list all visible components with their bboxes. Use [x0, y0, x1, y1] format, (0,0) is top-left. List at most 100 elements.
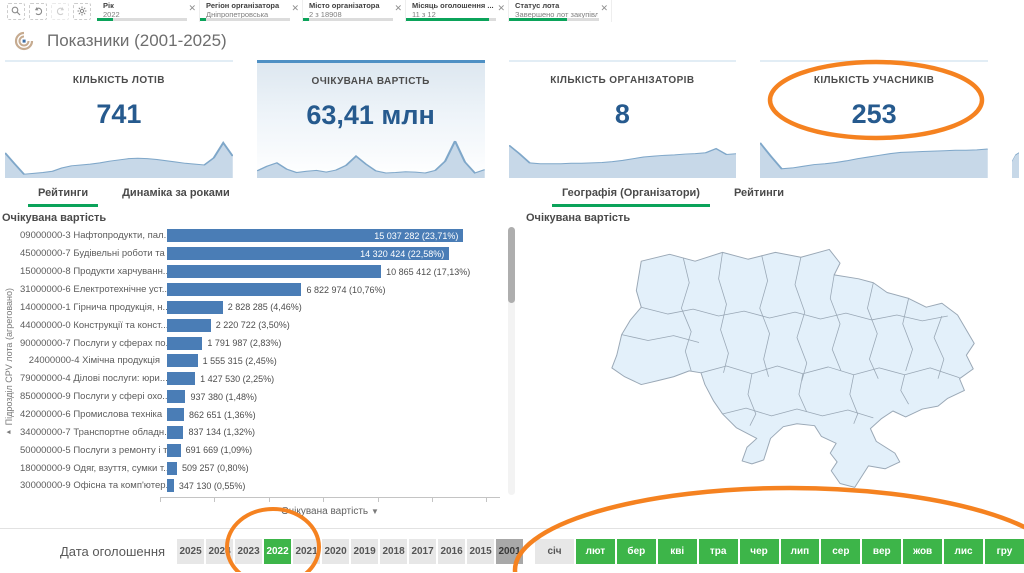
month-button-сер[interactable]: сер	[821, 539, 860, 564]
close-icon[interactable]: ✕	[188, 4, 196, 13]
filter-chip[interactable]: Місто організатора2 з 18908✕	[303, 0, 406, 22]
bar[interactable]	[167, 462, 177, 475]
bar-row[interactable]: 90000000-7 Послуги у сферах по...1 791 9…	[20, 334, 500, 352]
bar-value-label: 937 380 (1,48%)	[190, 392, 257, 402]
month-button-лип[interactable]: лип	[781, 539, 820, 564]
year-button-2019[interactable]: 2019	[351, 539, 378, 564]
month-button-лис[interactable]: лис	[944, 539, 983, 564]
kpi-card[interactable]: ОЧІКУВАНА ВАРТІСТЬ63,41 млн	[257, 60, 485, 178]
close-icon[interactable]: ✕	[394, 4, 402, 13]
filter-progress-track	[303, 18, 393, 21]
tab-рейтинги[interactable]: Рейтинги	[724, 183, 794, 207]
undo-button[interactable]	[29, 3, 47, 20]
filter-chip[interactable]: Рік2022✕	[97, 0, 200, 22]
month-button-жов[interactable]: жов	[903, 539, 942, 564]
filter-chip[interactable]: Статус лотаЗавершено лот закупівлі✕	[509, 0, 612, 22]
bar-row[interactable]: 79000000-4 Ділові послуги: юри...1 427 5…	[20, 370, 500, 388]
bar-track: 1 791 987 (2,83%)	[167, 337, 500, 350]
bar[interactable]	[167, 301, 223, 314]
bar[interactable]	[167, 390, 185, 403]
bar-row[interactable]: 09000000-3 Нафтопродукти, пал...15 037 2…	[20, 227, 500, 245]
bar[interactable]: 14 320 424 (22,58%)	[167, 247, 449, 260]
month-button-тра[interactable]: тра	[699, 539, 738, 564]
year-button-2018[interactable]: 2018	[380, 539, 407, 564]
bar-row[interactable]: 31000000-6 Електротехнічне уст...6 822 9…	[20, 281, 500, 299]
bar[interactable]	[167, 265, 381, 278]
month-button-чер[interactable]: чер	[740, 539, 779, 564]
bar-category-label: 79000000-4 Ділові послуги: юри...	[20, 373, 167, 384]
x-axis-measure-selector[interactable]: Очікувана вартість ▼	[160, 506, 500, 517]
bar-row[interactable]: 44000000-0 Конструкції та конст...2 220 …	[20, 316, 500, 334]
bar-row[interactable]: 18000000-9 Одяг, взуття, сумки т...509 2…	[20, 459, 500, 477]
year-button-2017[interactable]: 2017	[409, 539, 436, 564]
year-button-2025[interactable]: 2025	[177, 539, 204, 564]
filter-chip[interactable]: Місяць оголошення ...11 з 12✕	[406, 0, 509, 22]
smart-search-button[interactable]	[7, 3, 25, 20]
bar-category-label: 30000000-9 Офісна та комп'ютер...	[20, 480, 167, 491]
bar-row[interactable]: 34000000-7 Транспортне обладн...837 134 …	[20, 423, 500, 441]
bar[interactable]	[167, 283, 301, 296]
tab-рейтинги[interactable]: Рейтинги	[28, 183, 98, 207]
year-button-2020[interactable]: 2020	[322, 539, 349, 564]
year-button-2016[interactable]: 2016	[438, 539, 465, 564]
kpi-card[interactable]: КІЛЬКІСТЬ УЧАСНИКІВ253	[760, 60, 988, 178]
bar[interactable]	[167, 444, 181, 457]
scrollbar-thumb[interactable]	[508, 227, 515, 303]
bar-value-label: 509 257 (0,80%)	[182, 463, 249, 473]
bar-row[interactable]: 24000000-4 Хімічна продукція1 555 315 (2…	[20, 352, 500, 370]
year-button-2024[interactable]: 2024	[206, 539, 233, 564]
bar-row[interactable]: 85000000-9 Послуги у сфері охо... 937 380…	[20, 388, 500, 406]
close-icon[interactable]: ✕	[600, 4, 608, 13]
bar-row[interactable]: 42000000-6 Промислова техніка862 651 (1,…	[20, 406, 500, 424]
close-icon[interactable]: ✕	[497, 4, 505, 13]
bar-value-label: 2 220 722 (3,50%)	[216, 320, 290, 330]
kpi-card-partial[interactable]	[1012, 60, 1019, 178]
bar[interactable]	[167, 408, 184, 421]
bar-row[interactable]: 50000000-5 Послуги з ремонту і т...691 6…	[20, 441, 500, 459]
bar-row[interactable]: 30000000-9 Офісна та комп'ютер...347 130…	[20, 477, 500, 495]
tab-динаміка-за-роками[interactable]: Динаміка за роками	[112, 183, 240, 207]
close-icon[interactable]: ✕	[291, 4, 299, 13]
bar[interactable]	[167, 372, 195, 385]
bar-chart-scrollbar[interactable]	[508, 227, 515, 495]
bar[interactable]	[167, 479, 174, 492]
page-title: Показники (2001-2025)	[47, 31, 227, 51]
year-button-2021[interactable]: 2021	[293, 539, 320, 564]
bar-category-label: 85000000-9 Послуги у сфері охо...	[20, 391, 167, 402]
kpi-card[interactable]: КІЛЬКІСТЬ ЛОТІВ741	[5, 60, 233, 178]
ukraine-map[interactable]	[569, 222, 1021, 511]
bar[interactable]	[167, 426, 183, 439]
bar-value-label: 6 822 974 (10,76%)	[306, 285, 385, 295]
month-button-вер[interactable]: вер	[862, 539, 901, 564]
selections-tool-button[interactable]	[73, 3, 91, 20]
month-button-січ[interactable]: січ	[535, 539, 574, 564]
filter-chip[interactable]: Регіон організатораДніпропетровська✕	[200, 0, 303, 22]
bar-track: 862 651 (1,36%)	[167, 408, 500, 421]
month-button-кві[interactable]: кві	[658, 539, 697, 564]
year-button-2001[interactable]: 2001	[496, 539, 523, 564]
bar-row[interactable]: 45000000-7 Будівельні роботи та ...14 32…	[20, 245, 500, 263]
bar[interactable]	[167, 319, 211, 332]
undo-arrow-icon	[33, 6, 44, 16]
bar[interactable]	[167, 337, 202, 350]
gear-icon	[77, 6, 87, 16]
bar-row[interactable]: 14000000-1 Гірнича продукція, н...2 828 …	[20, 298, 500, 316]
y-axis-dimension-selector[interactable]: ▸ Підрозділ CPV лота (агреговано)	[0, 231, 18, 493]
year-button-2015[interactable]: 2015	[467, 539, 494, 564]
month-button-лют[interactable]: лют	[576, 539, 615, 564]
bar-row[interactable]: 15000000-8 Продукти харчуванн...10 865 4…	[20, 263, 500, 281]
year-button-2022[interactable]: 2022	[264, 539, 291, 564]
bar-track: 509 257 (0,80%)	[167, 462, 500, 475]
bar[interactable]: 15 037 282 (23,71%)	[167, 229, 463, 242]
month-button-гру[interactable]: гру	[985, 539, 1024, 564]
kpi-card[interactable]: КІЛЬКІСТЬ ОРГАНІЗАТОРІВ8	[509, 60, 737, 178]
kpi-value: 253	[760, 99, 988, 130]
redo-button[interactable]	[51, 3, 69, 20]
bar-track: 1 555 315 (2,45%)	[167, 354, 500, 367]
bar[interactable]	[167, 354, 198, 367]
filter-progress-fill	[97, 18, 113, 21]
right-panel: Географія (Організатори)Рейтинги Очікува…	[524, 178, 1024, 528]
year-button-2023[interactable]: 2023	[235, 539, 262, 564]
month-button-бер[interactable]: бер	[617, 539, 656, 564]
tab-географія-організатори-[interactable]: Географія (Організатори)	[552, 183, 710, 207]
